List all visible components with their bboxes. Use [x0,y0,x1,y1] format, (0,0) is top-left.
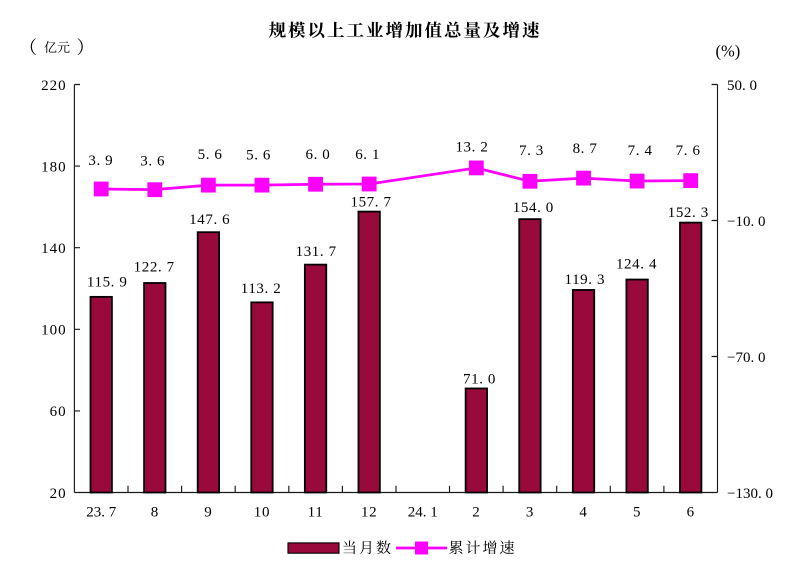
svg-text:5: 5 [633,505,641,521]
svg-text:9: 9 [204,505,212,521]
svg-text:11: 11 [308,505,324,521]
svg-text:3: 3 [526,505,534,521]
svg-text:5. 6: 5. 6 [198,147,223,163]
svg-text:6: 6 [687,505,695,521]
svg-text:7. 3: 7. 3 [519,143,544,159]
svg-text:3. 9: 3. 9 [88,153,113,169]
svg-text:113. 2: 113. 2 [241,281,282,297]
svg-text:71. 0: 71. 0 [463,372,496,388]
svg-text:122. 7: 122. 7 [134,260,175,276]
svg-text:220: 220 [41,78,67,94]
svg-text:100: 100 [41,323,67,339]
svg-text:3. 6: 3. 6 [140,154,165,170]
svg-text:5. 6: 5. 6 [246,147,271,163]
svg-text:2: 2 [472,505,480,521]
svg-text:147. 6: 147. 6 [189,212,230,228]
svg-text:157. 7: 157. 7 [350,195,391,211]
svg-text:12: 12 [361,505,377,521]
svg-text:140: 140 [41,241,67,257]
svg-text:10: 10 [254,505,270,521]
svg-text:13. 2: 13. 2 [455,139,488,155]
svg-text:60: 60 [50,404,67,420]
svg-text:6. 0: 6. 0 [306,147,331,163]
svg-text:152. 3: 152. 3 [668,205,709,221]
svg-text:−130. 0: −130. 0 [727,486,773,502]
svg-text:50. 0: 50. 0 [727,78,757,94]
svg-text:6. 1: 6. 1 [355,147,380,163]
svg-text:23. 7: 23. 7 [86,505,117,521]
svg-text:119. 3: 119. 3 [565,272,606,288]
svg-text:−70. 0: −70. 0 [727,350,765,366]
svg-text:−10. 0: −10. 0 [727,214,765,230]
svg-text:131. 7: 131. 7 [296,244,337,260]
svg-text:8. 7: 8. 7 [573,141,598,157]
svg-text:7. 4: 7. 4 [628,143,653,159]
svg-text:124. 4: 124. 4 [616,256,657,272]
svg-text:20: 20 [50,486,67,502]
svg-text:7. 6: 7. 6 [676,143,701,159]
svg-text:4: 4 [579,505,587,521]
svg-text:180: 180 [41,159,67,175]
svg-text:(%): (%) [716,42,741,61]
svg-text:24. 1: 24. 1 [408,505,438,521]
svg-text:115. 9: 115. 9 [87,275,128,291]
svg-text:154. 0: 154. 0 [513,200,554,216]
svg-text:8: 8 [151,505,159,521]
